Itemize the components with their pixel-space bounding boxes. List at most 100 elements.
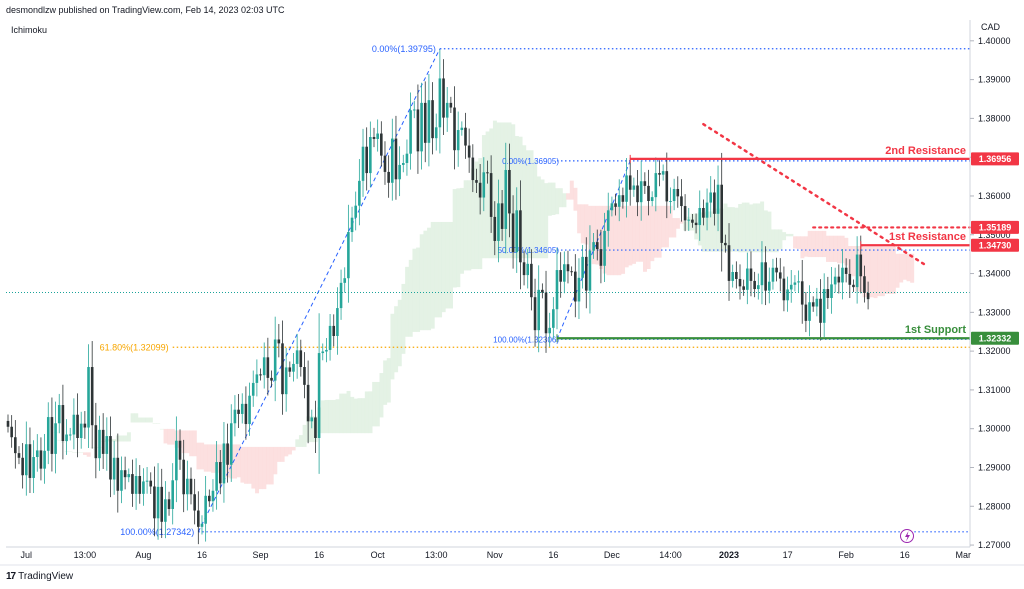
candle-body — [423, 102, 427, 143]
price-axis-badge — [971, 152, 1019, 166]
x-tick-label: Sep — [253, 550, 269, 560]
cloud-segment — [295, 439, 300, 447]
candle-body — [43, 450, 46, 469]
cloud-segment — [895, 253, 900, 288]
candle-body — [248, 395, 251, 425]
cloud-segment — [335, 399, 340, 434]
cloud-segment — [460, 187, 464, 274]
candle-body — [445, 102, 449, 118]
cloud-segment — [877, 246, 882, 297]
cloud-segment — [566, 193, 571, 200]
cloud-segment — [643, 205, 647, 272]
candle-body — [321, 351, 325, 354]
cloud-segment — [826, 235, 830, 262]
candle-body — [493, 216, 497, 241]
candle-body — [471, 157, 475, 181]
candle-body — [310, 417, 314, 422]
fib-levels: 0.00%(1.39795) 61.80%(1.32099) 100.00%(1.2… — [6, 44, 970, 537]
candle-body — [222, 443, 226, 484]
candle-body — [412, 109, 416, 111]
candle-body — [98, 429, 101, 459]
x-tick-label: 17 — [783, 550, 793, 560]
cloud-segment — [423, 230, 428, 331]
candle-body — [142, 481, 145, 494]
cloud-segment — [412, 248, 417, 332]
candle-body — [94, 425, 98, 459]
candle-body — [193, 494, 196, 511]
price-axis-badge — [971, 331, 1019, 345]
cloud-segment — [72, 452, 77, 453]
fib-label: 0.00%(1.39795) — [372, 44, 436, 54]
candle-body — [380, 133, 383, 156]
candle-body — [797, 281, 800, 283]
candle-body — [786, 289, 789, 301]
price-axis-badge-text: 1.36956 — [979, 154, 1012, 164]
candle-body — [449, 102, 453, 108]
cloud-segment — [357, 398, 362, 434]
cloud-segment — [405, 266, 410, 337]
cloud-segment — [771, 229, 776, 253]
candle-body — [134, 476, 138, 494]
candle-body — [822, 289, 826, 323]
candle-body — [153, 486, 156, 519]
candle-body — [577, 277, 581, 302]
candle-body — [566, 264, 570, 272]
cloud-segment — [233, 444, 238, 479]
x-tick-label: 16 — [314, 550, 324, 560]
cloud-segment — [829, 235, 834, 262]
cloud-segment — [170, 428, 175, 445]
x-tick-label: 13:00 — [425, 550, 448, 560]
candle-body — [486, 172, 489, 174]
candle-body — [50, 417, 54, 454]
cloud-segment — [558, 188, 563, 208]
candle-body — [570, 271, 573, 273]
x-tick-label: Aug — [135, 550, 151, 560]
candle-body — [504, 169, 508, 229]
candle-body — [625, 175, 628, 202]
x-tick-label: 2023 — [719, 550, 739, 560]
cloud-segment — [632, 205, 636, 264]
cloud-segment — [785, 233, 790, 237]
candle-body — [537, 289, 540, 331]
candle-body — [6, 420, 10, 427]
cloud-segment — [873, 246, 878, 299]
candle-body — [793, 282, 797, 285]
cloud-segment — [899, 253, 904, 283]
cloud-segment — [456, 188, 461, 288]
cloud-segment — [705, 211, 710, 252]
cloud-segment — [196, 442, 201, 470]
cloud-segment — [763, 210, 768, 253]
candle-body — [669, 201, 672, 203]
tradingview-logo-icon: 17 — [6, 571, 16, 582]
candle-body — [76, 414, 79, 439]
candle-body — [372, 137, 376, 139]
candle-body — [610, 203, 614, 211]
x-tick-label: 16 — [197, 550, 207, 560]
y-tick-label: 1.40000 — [978, 36, 1011, 46]
candle-body — [343, 278, 347, 283]
cloud-segment — [463, 180, 468, 271]
candle-body — [72, 414, 76, 435]
cloud-segment — [730, 207, 735, 252]
fib-label: 61.80%(1.32099) — [100, 342, 169, 352]
candle-body — [595, 242, 599, 250]
cloud-segment — [342, 393, 347, 434]
candle-body — [28, 444, 32, 478]
candle-body — [746, 268, 749, 290]
candle-body — [32, 457, 35, 478]
level-name: 1st Resistance — [889, 231, 966, 243]
cloud-segment — [361, 398, 366, 434]
candle-body — [837, 276, 841, 283]
candle-body — [724, 242, 727, 246]
lightning-icon[interactable] — [900, 529, 914, 543]
candle-body — [497, 203, 500, 241]
cloud-segment — [628, 205, 633, 266]
candle-body — [273, 339, 277, 381]
price-axis-badge — [971, 220, 1019, 234]
cloud-segment — [833, 235, 838, 262]
candle-body — [833, 276, 837, 285]
candle-body — [54, 423, 57, 454]
candle-body — [705, 202, 709, 218]
cloud-segment — [555, 188, 560, 215]
